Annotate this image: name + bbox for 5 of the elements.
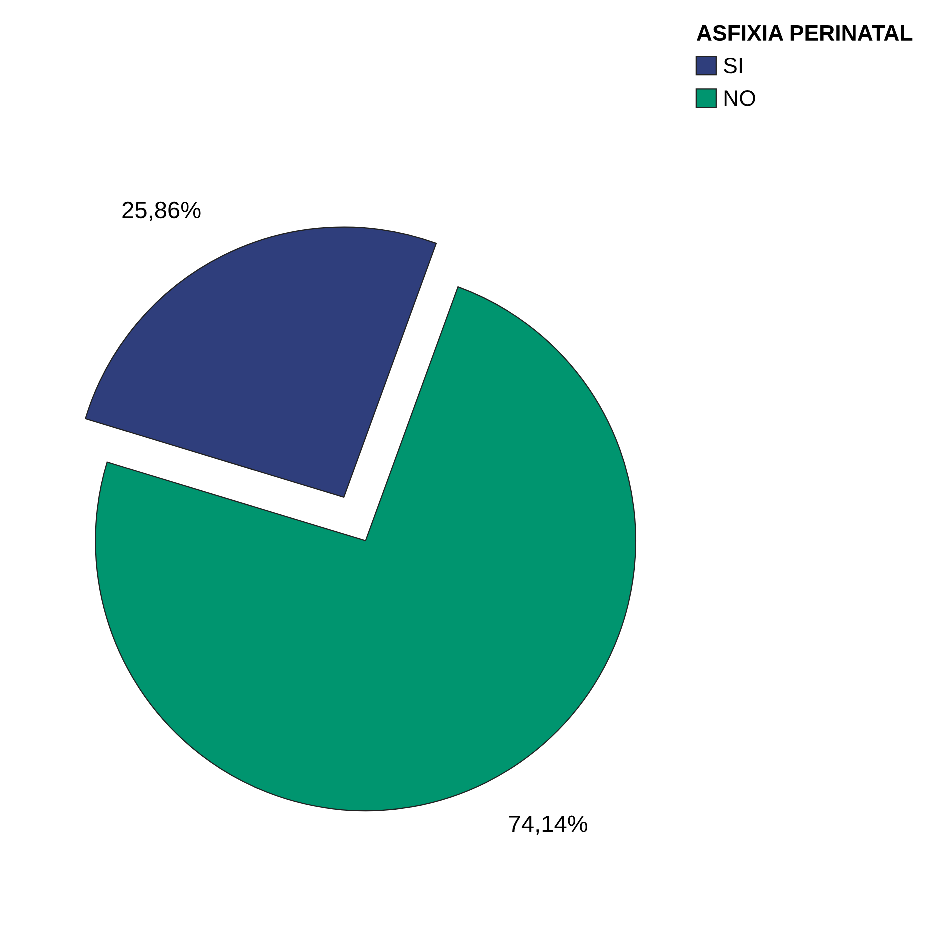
data-label: 25,86% xyxy=(122,202,201,222)
legend-title: ASFIXIA PERINATAL xyxy=(696,25,913,42)
data-label: 74,14% xyxy=(510,816,588,836)
legend-label: SI xyxy=(724,58,742,74)
legend-label: NO xyxy=(724,90,756,106)
